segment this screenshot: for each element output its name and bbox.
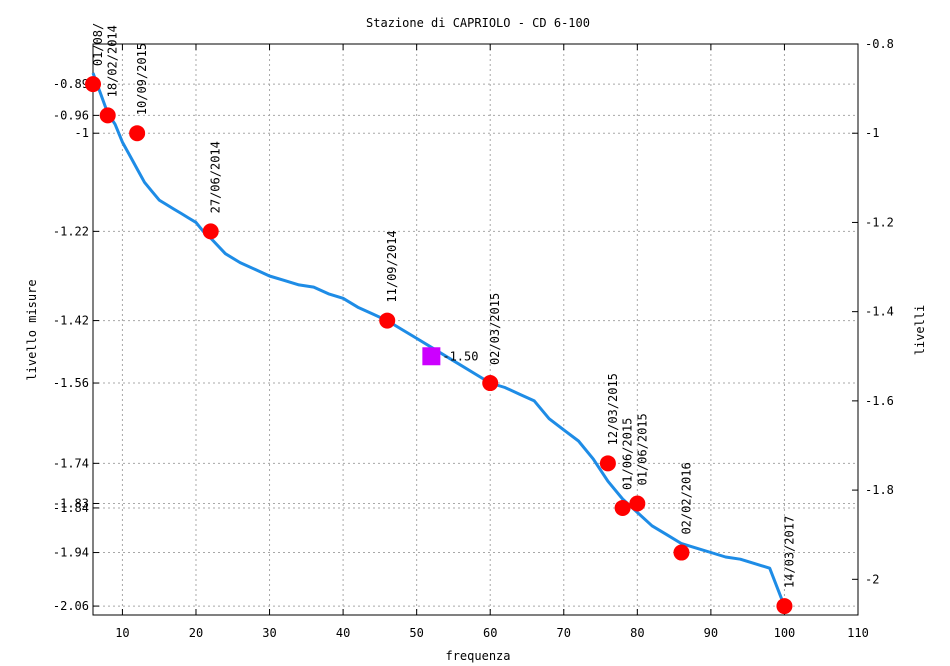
x-tick-label: 60 <box>483 626 497 640</box>
left-y-tick-label: -1.22 <box>53 224 89 238</box>
left-y-tick-label: -1.83 <box>53 496 89 510</box>
measurement-date-label: 02/02/2016 <box>679 462 693 534</box>
measurement-date-label: 18/02/2014 <box>106 25 120 97</box>
measurement-date-label: 12/03/2015 <box>606 373 620 445</box>
current-level-label: -1.50 <box>442 349 478 363</box>
x-tick-label: 100 <box>774 626 796 640</box>
measurement-date-label: 27/06/2014 <box>209 141 223 213</box>
measurement-point <box>673 544 690 561</box>
series-layer: 01/08/18/02/2014 10/09/2015 27/06/2014 11/0… <box>85 23 796 615</box>
measurement-point <box>129 125 146 142</box>
measurement-date-label: 11/09/2014 <box>385 230 399 302</box>
measurement-point <box>614 499 631 516</box>
right-y-tick-label: -1 <box>865 126 879 140</box>
x-tick-label: 80 <box>630 626 644 640</box>
measurement-date-label: 14/03/2017 <box>782 516 796 588</box>
right-y-tick-label: -2 <box>865 572 879 586</box>
measurement-date-label: 01/06/2015 <box>635 413 649 485</box>
left-y-tick-label: -1.42 <box>53 314 89 328</box>
plot-frame <box>92 43 859 616</box>
measurement-point <box>85 76 101 93</box>
x-tick-label: 20 <box>189 626 203 640</box>
measurement-point <box>379 312 396 329</box>
measurement-point <box>482 375 499 392</box>
left-y-tick-label: -1 <box>75 126 89 140</box>
left-y-tick-label: -2.06 <box>53 599 89 613</box>
measurement-point <box>99 107 116 124</box>
x-axis-label: frequenza <box>445 649 510 663</box>
measurement-date-label: 02/03/2015 <box>488 293 502 365</box>
right-y-tick-label: -0.8 <box>865 37 894 51</box>
left-y-tick-label: -1.94 <box>53 546 89 560</box>
chart-title: Stazione di CAPRIOLO - CD 6-100 <box>366 16 590 30</box>
x-tick-label: 90 <box>704 626 718 640</box>
grid-lines <box>93 44 858 615</box>
x-tick-label: 110 <box>847 626 869 640</box>
left-y-axis: -0.89-0.96-1-1.22-1.42-1.56-1.74-1.83-1.… <box>53 77 99 613</box>
measurement-date-label: 01/06/2015 <box>621 418 635 490</box>
right-y-axis: -0.8 -1 -1.2 -1.4 -1.6 -1.8 -2 <box>852 37 894 586</box>
right-y-tick-label: -1.8 <box>865 483 894 497</box>
left-y-tick-label: -0.96 <box>53 108 89 122</box>
x-tick-label: 30 <box>262 626 276 640</box>
left-y-tick-label: -1.56 <box>53 376 89 390</box>
left-y-axis-label: livello misure <box>25 279 39 380</box>
x-tick-label: 10 <box>115 626 129 640</box>
right-y-tick-label: -1.2 <box>865 215 894 229</box>
x-tick-label: 70 <box>557 626 571 640</box>
right-y-axis-label: livelli <box>913 305 927 356</box>
curve-line <box>91 72 786 607</box>
measurement-date-label: 01/08/ <box>91 23 105 66</box>
current-level-marker <box>422 347 441 366</box>
x-tick-label: 40 <box>336 626 350 640</box>
left-y-tick-label: -1.84 <box>53 501 89 515</box>
x-tick-label: 50 <box>409 626 423 640</box>
measurement-date-label: 10/09/2015 <box>135 43 149 115</box>
measurement-point <box>629 495 646 512</box>
measurement-point <box>599 455 616 472</box>
right-y-tick-label: -1.6 <box>865 394 894 408</box>
left-y-tick-label: -0.89 <box>53 77 89 91</box>
measurement-point <box>202 223 219 240</box>
measurement-point <box>776 598 793 615</box>
left-y-tick-label: -1.74 <box>53 456 89 470</box>
right-y-tick-label: -1.4 <box>865 305 894 319</box>
